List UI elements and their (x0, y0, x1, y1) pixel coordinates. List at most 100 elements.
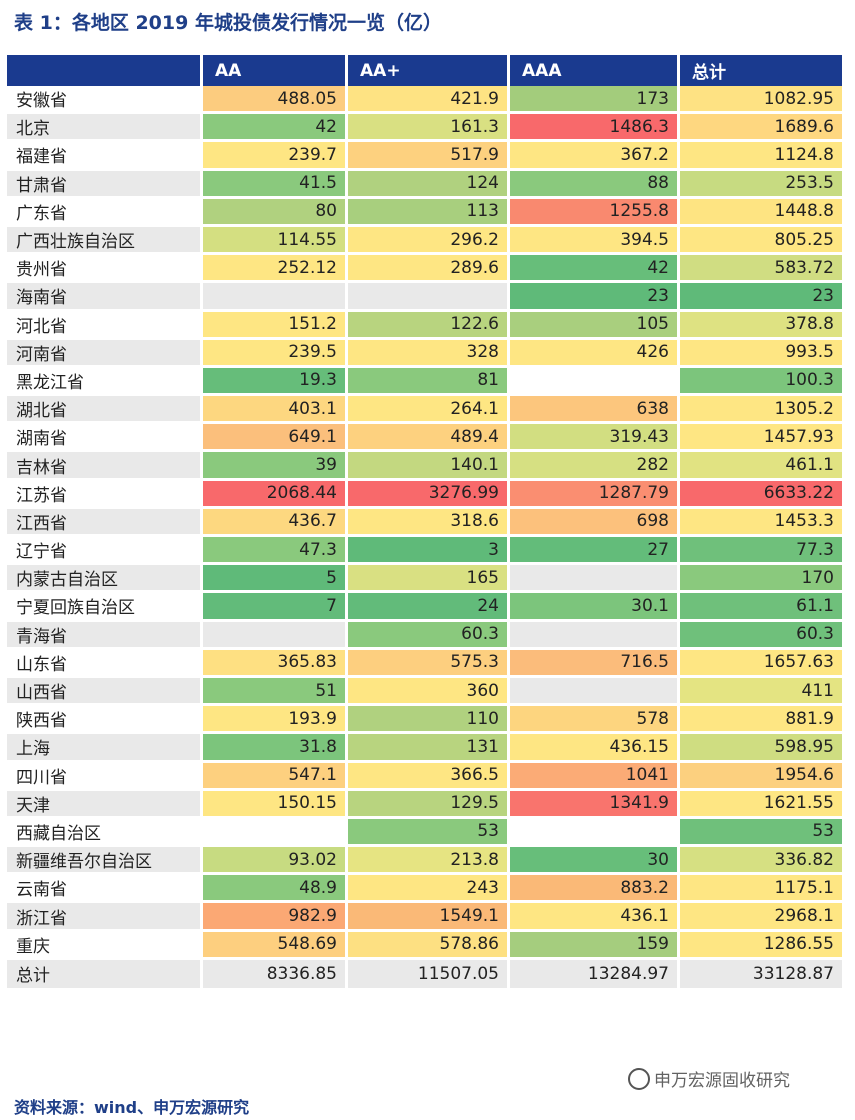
cell-total: 1286.55 (680, 931, 845, 960)
cell-aaa: 1341.9 (510, 790, 680, 819)
cell-aa: 403.1 (203, 396, 348, 425)
cell-region: 福建省 (7, 142, 203, 171)
cell-total: 53 (680, 818, 845, 848)
cell-aaa (510, 565, 680, 594)
table-row: 四川省 547.1 366.5 1041 1954.6 (7, 762, 845, 791)
cell-aa-plus: 165 (348, 565, 510, 594)
cell-total: 2968.1 (680, 903, 845, 932)
cell-aa-plus: 122.6 (348, 311, 510, 340)
table-row: 山东省 365.83 575.3 716.5 1657.63 (7, 649, 845, 678)
cell-aaa: 319.43 (510, 424, 680, 453)
cell-aa: 436.7 (203, 508, 348, 537)
cell-aa-plus: 296.2 (348, 226, 510, 256)
cell-total: 1124.8 (680, 142, 845, 171)
cell-total: 1305.2 (680, 396, 845, 425)
cell-aa: 5 (203, 565, 348, 594)
cell-total: 1657.63 (680, 649, 845, 678)
table-row: 陕西省 193.9 110 578 881.9 (7, 706, 845, 735)
cell-aa-plus: 3 (348, 537, 510, 566)
cell-region: 江苏省 (7, 480, 203, 509)
table-title: 表 1：各地区 2019 年城投债发行情况一览（亿） (14, 12, 442, 34)
total-row: 总计 8336.85 11507.05 13284.97 33128.87 (7, 959, 845, 988)
cell-total: 100.3 (680, 367, 845, 397)
table-row: 青海省 60.3 60.3 (7, 621, 845, 650)
cell-aaa: 42 (510, 255, 680, 284)
cell-total: 1457.93 (680, 424, 845, 453)
table-row: 河北省 151.2 122.6 105 378.8 (7, 311, 845, 340)
cell-region: 天津 (7, 790, 203, 819)
cell-aa: 7 (203, 593, 348, 622)
cell-aaa: 426 (510, 339, 680, 368)
cell-aaa: 394.5 (510, 226, 680, 256)
cell-aa: 239.5 (203, 339, 348, 368)
cell-aa-plus: 366.5 (348, 762, 510, 791)
cell-region: 海南省 (7, 283, 203, 312)
cell-aa: 488.05 (203, 86, 348, 115)
cell-total: 336.82 (680, 847, 845, 876)
cell-aa-plus: 131 (348, 734, 510, 763)
cell-aa: 151.2 (203, 311, 348, 340)
cell-aa-plus: 264.1 (348, 396, 510, 425)
cell-aa-plus: 129.5 (348, 790, 510, 819)
table-row: 新疆维吾尔自治区 93.02 213.8 30 336.82 (7, 847, 845, 876)
cell-total: 1621.55 (680, 790, 845, 819)
total-aa-plus: 11507.05 (348, 959, 510, 988)
cell-aa (203, 621, 348, 650)
cell-aaa: 282 (510, 452, 680, 481)
table-row: 山西省 51 360 411 (7, 677, 845, 707)
table-row: 安徽省 488.05 421.9 173 1082.95 (7, 86, 845, 115)
table-row: 河南省 239.5 328 426 993.5 (7, 339, 845, 368)
cell-region: 云南省 (7, 875, 203, 904)
table-row: 海南省 23 23 (7, 283, 845, 312)
cell-region: 贵州省 (7, 255, 203, 284)
cell-region: 吉林省 (7, 452, 203, 481)
cell-total: 993.5 (680, 339, 845, 368)
cell-aaa: 23 (510, 283, 680, 312)
cell-aa: 93.02 (203, 847, 348, 876)
cell-aaa: 105 (510, 311, 680, 340)
cell-aaa: 436.1 (510, 903, 680, 932)
cell-region: 内蒙古自治区 (7, 565, 203, 594)
cell-aaa (510, 677, 680, 707)
cell-aa-plus: 575.3 (348, 649, 510, 678)
cell-aaa: 159 (510, 931, 680, 960)
cell-aaa: 638 (510, 396, 680, 425)
cell-aa: 150.15 (203, 790, 348, 819)
cell-region: 四川省 (7, 762, 203, 791)
total-aaa: 13284.97 (510, 959, 680, 988)
cell-aaa (510, 818, 680, 848)
table-row: 广西壮族自治区 114.55 296.2 394.5 805.25 (7, 226, 845, 256)
cell-region: 重庆 (7, 931, 203, 960)
cell-aaa: 367.2 (510, 142, 680, 171)
table-row: 湖南省 649.1 489.4 319.43 1457.93 (7, 424, 845, 453)
cell-aa-plus: 53 (348, 818, 510, 848)
header-row: AA AA+ AAA 总计 (7, 55, 845, 86)
cell-total: 805.25 (680, 226, 845, 256)
cell-total: 598.95 (680, 734, 845, 763)
cell-aa: 41.5 (203, 170, 348, 199)
cell-aaa (510, 367, 680, 397)
header-aa-plus: AA+ (348, 55, 510, 86)
cell-region: 广东省 (7, 198, 203, 227)
cell-region: 甘肃省 (7, 170, 203, 199)
cell-aa-plus: 243 (348, 875, 510, 904)
table-row: 江苏省 2068.44 3276.99 1287.79 6633.22 (7, 480, 845, 509)
cell-region: 西藏自治区 (7, 818, 203, 848)
cell-aa-plus: 318.6 (348, 508, 510, 537)
cell-aa-plus: 213.8 (348, 847, 510, 876)
cell-aa: 548.69 (203, 931, 348, 960)
table-row: 湖北省 403.1 264.1 638 1305.2 (7, 396, 845, 425)
cell-aa-plus: 81 (348, 367, 510, 397)
cell-region: 浙江省 (7, 903, 203, 932)
table-row: 江西省 436.7 318.6 698 1453.3 (7, 508, 845, 537)
cell-aa-plus: 328 (348, 339, 510, 368)
table-row: 辽宁省 47.3 3 27 77.3 (7, 537, 845, 566)
cell-total: 1448.8 (680, 198, 845, 227)
cell-region: 上海 (7, 734, 203, 763)
wechat-icon (628, 1067, 650, 1090)
cell-total: 6633.22 (680, 480, 845, 509)
cell-aaa: 1255.8 (510, 198, 680, 227)
header-region (7, 55, 203, 86)
cell-aaa (510, 621, 680, 650)
cell-aaa: 716.5 (510, 649, 680, 678)
